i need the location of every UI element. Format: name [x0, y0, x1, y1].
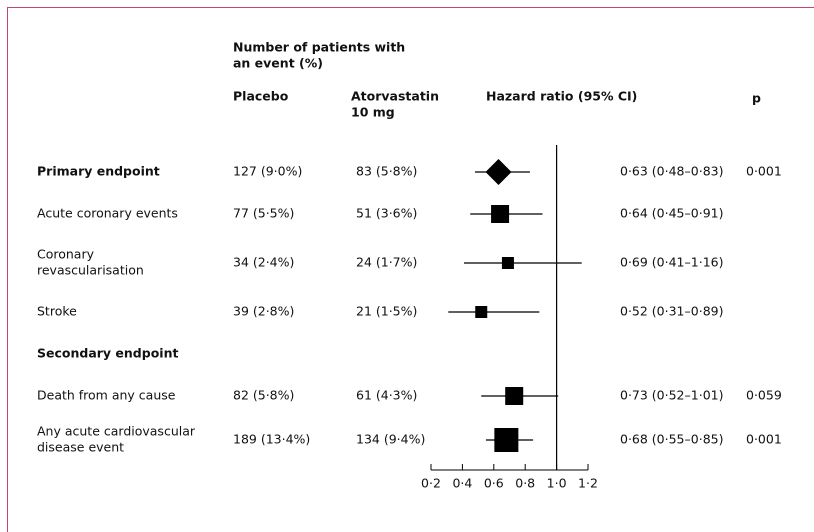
row-label: Secondary endpoint [37, 346, 178, 361]
column-header: Atorvastatin [351, 89, 439, 104]
row-label: Acute coronary events [37, 206, 178, 221]
hr-label: 0·63 (0·48–0·83) [620, 164, 723, 179]
placebo-value: 39 (2·8%) [233, 304, 294, 319]
column-header: Hazard ratio (95% CI) [486, 89, 637, 104]
placebo-value: 82 (5·8%) [233, 388, 294, 403]
treatment-value: 24 (1·7%) [356, 255, 417, 270]
placebo-value: 77 (5·5%) [233, 206, 294, 221]
row-label: disease event [37, 440, 124, 455]
treatment-value: 61 (4·3%) [356, 388, 417, 403]
estimate-marker [505, 387, 524, 405]
p-value: 0·001 [746, 432, 782, 447]
group-header: an event (%) [233, 56, 323, 71]
treatment-value: 51 (3·6%) [356, 206, 417, 221]
row-label: revascularisation [37, 263, 144, 278]
estimate-marker [475, 306, 488, 318]
column-header: Placebo [233, 89, 289, 104]
x-tick-label: 0·2 [421, 476, 441, 491]
x-tick-label: 1·0 [547, 476, 567, 491]
p-value: 0·001 [746, 164, 782, 179]
x-tick-label: 1·2 [578, 476, 598, 491]
estimate-marker [485, 159, 512, 185]
placebo-value: 127 (9·0%) [233, 164, 302, 179]
x-tick-label: 0·4 [452, 476, 472, 491]
x-tick-label: 0·8 [515, 476, 535, 491]
hr-label: 0·64 (0·45–0·91) [620, 206, 723, 221]
column-header: 10 mg [351, 105, 395, 120]
column-header: p [752, 91, 761, 106]
treatment-value: 134 (9·4%) [356, 432, 425, 447]
estimate-marker [491, 205, 510, 223]
frame [7, 7, 814, 532]
hr-label: 0·69 (0·41–1·16) [620, 255, 723, 270]
row-label: Coronary [37, 247, 95, 262]
row-label: Any acute cardiovascular [37, 424, 196, 439]
placebo-value: 34 (2·4%) [233, 255, 294, 270]
placebo-value: 189 (13·4%) [233, 432, 310, 447]
row-label: Death from any cause [37, 388, 176, 403]
estimate-marker [494, 428, 519, 452]
treatment-value: 21 (1·5%) [356, 304, 417, 319]
estimate-marker [501, 257, 514, 269]
hr-label: 0·52 (0·31–0·89) [620, 304, 723, 319]
x-tick-label: 0·6 [484, 476, 504, 491]
row-label: Stroke [37, 304, 77, 319]
group-header: Number of patients with [233, 40, 405, 55]
hr-label: 0·68 (0·55–0·85) [620, 432, 723, 447]
treatment-value: 83 (5·8%) [356, 164, 417, 179]
row-label: Primary endpoint [37, 164, 160, 179]
hr-label: 0·73 (0·52–1·01) [620, 388, 723, 403]
p-value: 0·059 [746, 388, 782, 403]
